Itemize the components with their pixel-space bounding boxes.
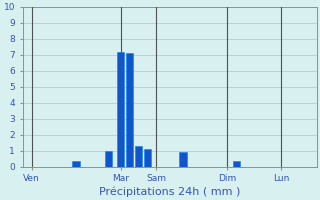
- X-axis label: Précipitations 24h ( mm ): Précipitations 24h ( mm ): [99, 186, 240, 197]
- Bar: [105, 151, 112, 167]
- Bar: [126, 53, 133, 167]
- Bar: [144, 149, 151, 167]
- Bar: [117, 52, 124, 167]
- Bar: [135, 146, 142, 167]
- Bar: [179, 152, 187, 167]
- Bar: [233, 161, 240, 167]
- Bar: [72, 161, 80, 167]
